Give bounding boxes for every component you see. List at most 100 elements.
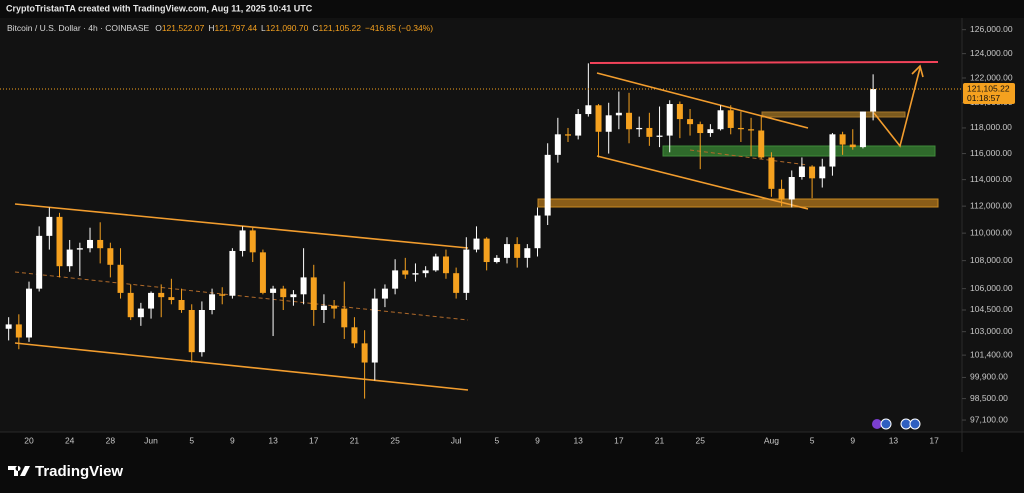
candle-body bbox=[748, 129, 755, 131]
candle-body bbox=[768, 157, 775, 189]
y-tick-label: 126,000.00 bbox=[970, 24, 1013, 34]
y-tick-label: 122,000.00 bbox=[970, 72, 1013, 82]
candle-body bbox=[626, 112, 633, 130]
y-tick-label: 124,000.00 bbox=[970, 48, 1013, 58]
candle-body bbox=[392, 270, 399, 289]
x-tick-label: 5 bbox=[810, 435, 815, 445]
candle-body bbox=[778, 188, 785, 200]
candle-body bbox=[666, 104, 673, 136]
x-tick-label: 25 bbox=[390, 435, 400, 445]
candle-body bbox=[605, 115, 612, 132]
last-price-box bbox=[963, 83, 1015, 105]
symbol-line: Bitcoin / U.S. Dollar · 4h · COINBASE O12… bbox=[7, 23, 433, 33]
drawings bbox=[14, 61, 939, 391]
y-tick-label: 97,100.00 bbox=[970, 414, 1008, 424]
candle-body bbox=[859, 111, 866, 148]
candle-body bbox=[636, 127, 643, 130]
candle-body bbox=[351, 327, 358, 344]
candle-body bbox=[422, 270, 429, 274]
x-tick-label: Jul bbox=[451, 435, 462, 445]
candle-body bbox=[615, 112, 622, 116]
candle-body bbox=[229, 250, 236, 296]
candle-body bbox=[97, 239, 104, 249]
y-tick-label: 106,000.00 bbox=[970, 283, 1013, 293]
y-tick-label: 99,900.00 bbox=[970, 372, 1008, 382]
candle-body bbox=[381, 288, 388, 299]
ohlc-letter: C bbox=[312, 23, 318, 33]
candle-body bbox=[371, 298, 378, 363]
candle-body bbox=[310, 277, 317, 310]
y-tick-label: 114,000.00 bbox=[970, 174, 1012, 184]
candle-body bbox=[575, 114, 582, 136]
last-price-label: 121,105.22 bbox=[967, 83, 1010, 93]
event-icon bbox=[909, 418, 921, 430]
candle-body bbox=[280, 288, 287, 298]
ohlc-value: 121,105.22 bbox=[318, 23, 361, 33]
candle-body bbox=[697, 124, 704, 134]
candle-body bbox=[15, 324, 22, 338]
brand-name: TradingView bbox=[35, 463, 123, 480]
x-tick-label: 9 bbox=[850, 435, 855, 445]
x-tick-label: 9 bbox=[535, 435, 540, 445]
candle-body bbox=[148, 292, 155, 309]
change: −416.85 (−0.34%) bbox=[365, 23, 433, 33]
candle-body bbox=[239, 230, 246, 251]
channel-mid bbox=[14, 271, 469, 321]
brand: TradingView bbox=[8, 463, 123, 480]
projection-arrow bbox=[873, 67, 921, 148]
x-tick-label: 17 bbox=[929, 435, 939, 445]
y-tick-label: 101,400.00 bbox=[970, 349, 1013, 359]
candle-body bbox=[554, 134, 561, 155]
x-tick-label: 17 bbox=[309, 435, 319, 445]
candle-body bbox=[361, 343, 368, 363]
candle-body bbox=[473, 238, 480, 250]
x-tick-label: 5 bbox=[494, 435, 499, 445]
x-tick-label: 21 bbox=[655, 435, 665, 445]
x-tick-label: Jun bbox=[144, 435, 158, 445]
ohlc-letter: O bbox=[155, 23, 162, 33]
candle-body bbox=[402, 270, 409, 275]
candle-body bbox=[565, 134, 572, 136]
ohlc-value: 121,797.44 bbox=[215, 23, 258, 33]
x-tick-label: 13 bbox=[889, 435, 899, 445]
ohlc-letter: H bbox=[208, 23, 214, 33]
candle-body bbox=[717, 110, 724, 130]
channel-line bbox=[14, 203, 469, 249]
channel-line bbox=[596, 155, 809, 210]
candles bbox=[5, 63, 877, 399]
x-tick-label: 21 bbox=[350, 435, 360, 445]
candle-body bbox=[87, 239, 94, 249]
y-tick-label: 103,000.00 bbox=[970, 326, 1013, 336]
candle-body bbox=[483, 238, 490, 263]
candle-body bbox=[341, 308, 348, 328]
channel-line bbox=[14, 342, 469, 391]
candle-body bbox=[727, 110, 734, 128]
candle-body bbox=[514, 244, 521, 258]
y-tick-label: 98,500.00 bbox=[970, 393, 1008, 403]
candle-body bbox=[656, 135, 663, 137]
candle-body bbox=[127, 292, 134, 318]
x-tick-label: 24 bbox=[65, 435, 75, 445]
candle-body bbox=[839, 134, 846, 145]
candle-body bbox=[188, 309, 195, 353]
candle-body bbox=[36, 235, 43, 289]
candle-body bbox=[687, 119, 694, 125]
candle-body bbox=[849, 144, 856, 148]
candle-body bbox=[270, 288, 277, 293]
candle-body bbox=[798, 166, 805, 177]
brand-logo bbox=[8, 466, 30, 476]
candle-body bbox=[168, 297, 175, 300]
candle-body bbox=[442, 256, 449, 274]
candle-body bbox=[300, 277, 307, 295]
candle-body bbox=[198, 309, 205, 353]
candle-body bbox=[46, 216, 53, 236]
y-tick-label: 108,000.00 bbox=[970, 255, 1013, 265]
candle-body bbox=[158, 292, 165, 298]
arrow-head bbox=[911, 64, 924, 78]
candle-body bbox=[453, 273, 460, 293]
candle-body bbox=[117, 264, 124, 293]
projection bbox=[873, 64, 924, 148]
candle-body bbox=[595, 105, 602, 132]
x-tick-label: 13 bbox=[573, 435, 583, 445]
